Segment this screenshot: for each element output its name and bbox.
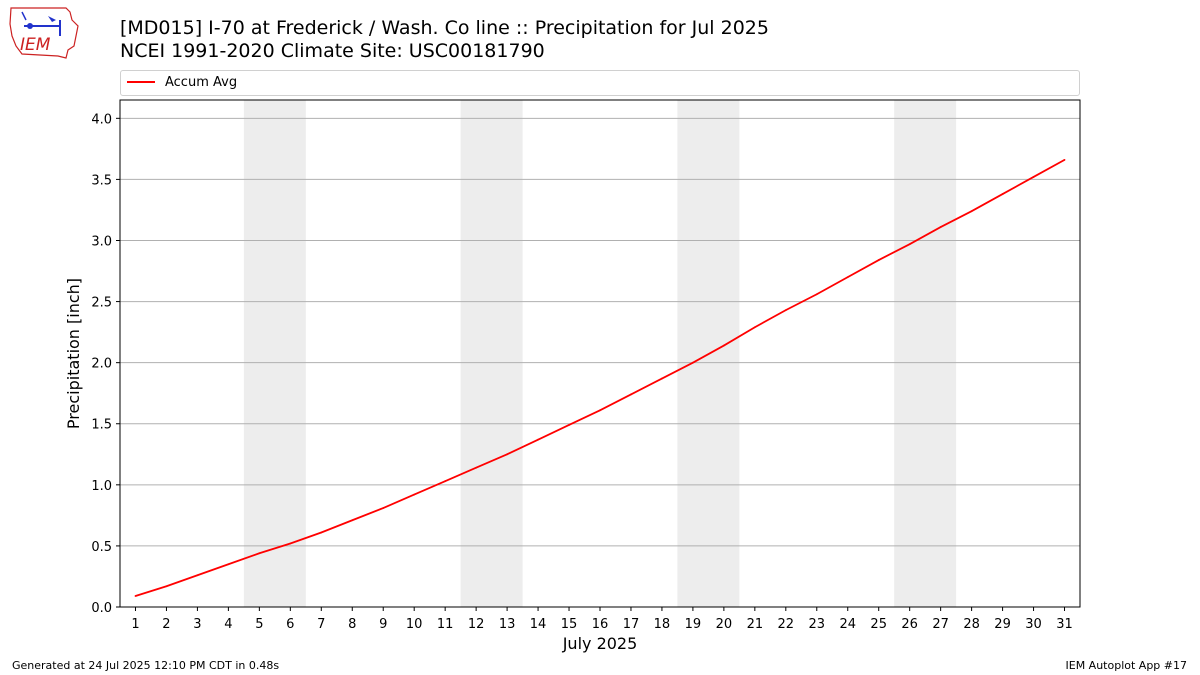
data-point	[165, 585, 168, 588]
weekend-band-2	[460, 100, 523, 607]
y-tick-label: 2.5	[91, 296, 112, 311]
iem-logo: IEM	[8, 6, 80, 60]
data-point	[444, 480, 447, 483]
x-tick-label: 19	[685, 617, 702, 632]
x-tick-label: 27	[932, 617, 949, 632]
x-tick-label: 23	[809, 617, 826, 632]
x-tick-label: 3	[193, 617, 201, 632]
x-tick-label: 15	[561, 617, 578, 632]
x-axis-label: July 2025	[562, 634, 638, 653]
y-tick-label: 3.0	[91, 234, 112, 249]
data-point	[227, 563, 230, 566]
x-tick-label: 7	[317, 617, 325, 632]
weekend-bands	[243, 100, 957, 607]
data-point	[846, 276, 849, 279]
legend-label-accum-avg: Accum Avg	[165, 75, 238, 90]
x-tick-label: 4	[224, 617, 232, 632]
data-point	[877, 259, 880, 261]
data-point	[413, 493, 416, 496]
x-tick-label: 16	[592, 617, 609, 632]
data-point	[475, 466, 478, 469]
x-tick-label: 1	[131, 617, 139, 632]
x-tick-label: 8	[348, 617, 356, 632]
y-tick-label: 0.5	[91, 540, 112, 555]
data-point	[1032, 176, 1035, 178]
data-point	[939, 226, 942, 228]
x-tick-label: 21	[747, 617, 764, 632]
x-tick-label: 18	[654, 617, 671, 632]
x-tick-label: 5	[255, 617, 263, 632]
title-line-1: [MD015] I-70 at Frederick / Wash. Co lin…	[120, 17, 769, 39]
data-point	[382, 507, 385, 509]
x-tick-label: 11	[437, 617, 454, 632]
series-layer	[134, 158, 1066, 597]
data-point	[692, 361, 694, 364]
data-point	[506, 453, 508, 456]
weekend-band-4	[894, 100, 957, 607]
title-line-2: NCEI 1991-2020 Climate Site: USC00181790	[120, 40, 545, 62]
chart-title: [MD015] I-70 at Frederick / Wash. Co lin…	[120, 17, 769, 63]
x-tick-label: 29	[994, 617, 1011, 632]
app-label: IEM Autoplot App #17	[1065, 659, 1188, 672]
y-tick-label: 3.5	[91, 173, 112, 188]
x-tick-label: 30	[1025, 617, 1042, 632]
x-tick-label: 13	[499, 617, 516, 632]
chart-legend: Accum Avg	[120, 70, 1080, 96]
legend-swatch-accum-avg	[127, 81, 155, 83]
x-tick-label: 14	[530, 617, 547, 632]
x-tick-label: 24	[839, 617, 856, 632]
y-tick-label: 2.0	[91, 357, 112, 372]
x-tick-label: 6	[286, 617, 294, 632]
data-point	[661, 377, 663, 380]
data-point	[599, 409, 601, 412]
data-point	[258, 552, 261, 555]
data-point	[320, 531, 323, 534]
y-tick-label: 0.0	[91, 601, 112, 616]
data-point	[722, 344, 725, 347]
data-point	[289, 542, 292, 545]
y-tick-label: 1.5	[91, 418, 112, 433]
y-tick-label: 1.0	[91, 479, 112, 494]
y-tick-label: 4.0	[91, 112, 112, 127]
x-tick-label: 2	[162, 617, 170, 632]
data-point	[1001, 193, 1004, 195]
data-point	[784, 309, 787, 312]
data-point	[630, 393, 632, 396]
x-tick-label: 22	[778, 617, 795, 632]
data-point	[753, 326, 756, 329]
data-point	[1063, 158, 1066, 161]
data-point	[537, 438, 539, 441]
weekend-band-1	[243, 100, 306, 607]
y-axis-label: Precipitation [inch]	[64, 278, 83, 429]
x-tick-label: 12	[468, 617, 485, 632]
data-point	[908, 243, 911, 246]
x-tick-label: 10	[406, 617, 423, 632]
data-point	[196, 574, 199, 577]
svg-text:IEM: IEM	[20, 35, 51, 55]
data-point	[351, 519, 354, 522]
x-tick-label: 25	[870, 617, 887, 632]
x-tick-label: 28	[963, 617, 980, 632]
generated-timestamp: Generated at 24 Jul 2025 12:10 PM CDT in…	[12, 659, 280, 672]
data-point	[970, 210, 973, 213]
x-axis-ticks: 1 2 3 4 5 6 7 8 9 10 11 12 13 14 15 16 17 18 19 20 21 22 23 24 2…	[131, 607, 1073, 632]
data-point	[134, 595, 137, 597]
y-axis-ticks: 0.0 0.5 1.0 1.5 2.0 2.5 3.0 3.5 4.0	[91, 112, 120, 616]
x-tick-label: 31	[1056, 617, 1073, 632]
x-tick-label: 20	[716, 617, 733, 632]
x-tick-label: 9	[379, 617, 387, 632]
data-point	[568, 424, 570, 426]
data-point	[815, 293, 818, 296]
x-tick-label: 17	[623, 617, 640, 632]
x-tick-label: 26	[901, 617, 918, 632]
